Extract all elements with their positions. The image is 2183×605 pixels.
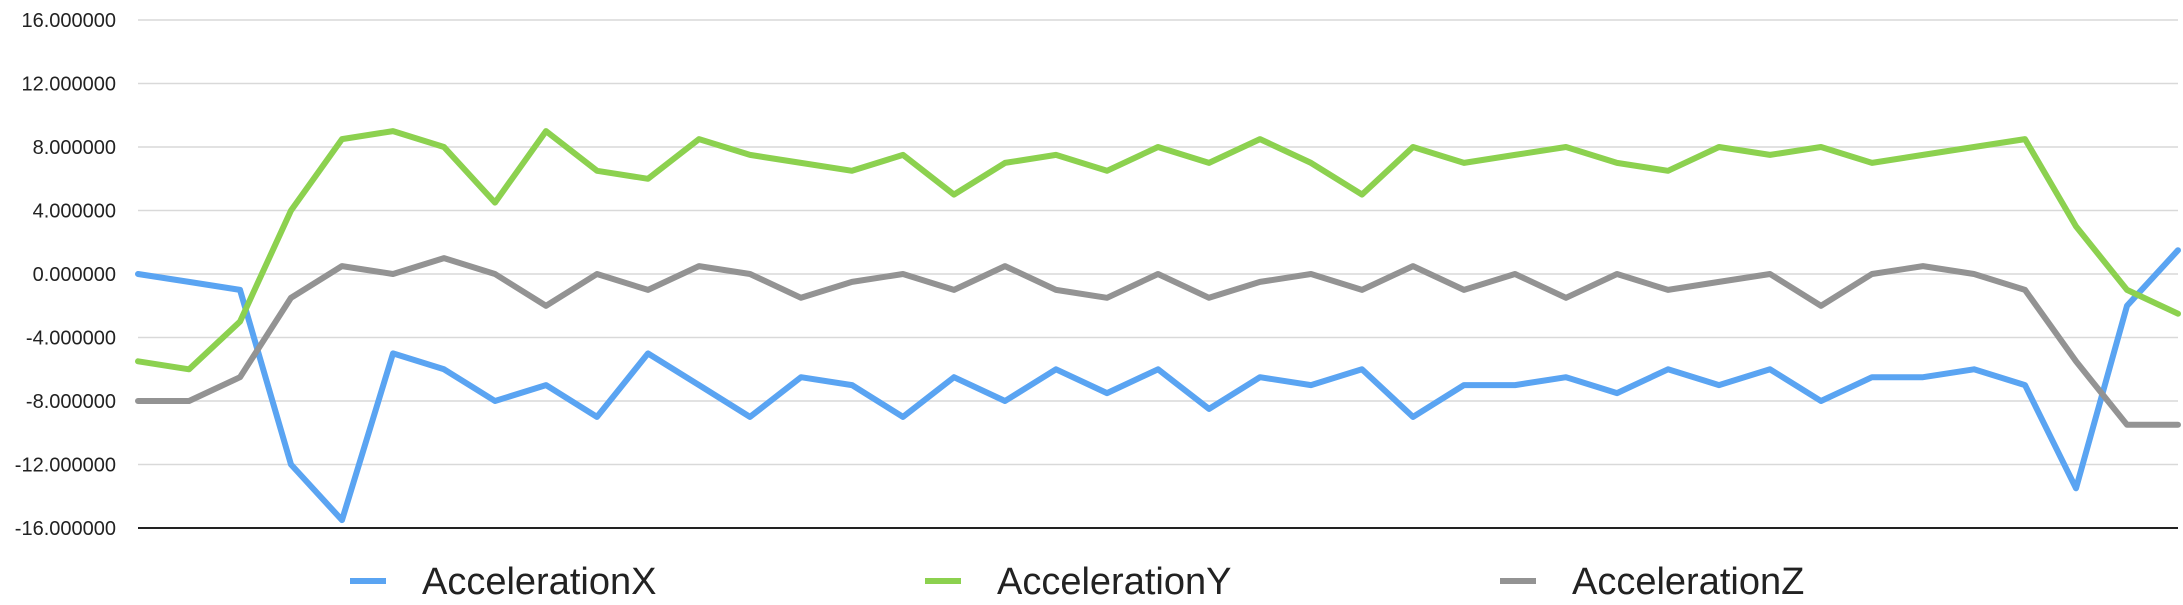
legend-label: AccelerationX bbox=[422, 561, 656, 600]
y-tick-label: -8.000000 bbox=[26, 391, 116, 413]
y-tick-label: 0.000000 bbox=[33, 264, 116, 286]
legend: AccelerationX AccelerationY AccelerationZ bbox=[350, 561, 1804, 603]
y-tick-label: -16.000000 bbox=[15, 518, 116, 540]
y-tick-label: 4.000000 bbox=[33, 201, 116, 223]
y-tick-label: -12.000000 bbox=[15, 455, 116, 477]
series-line-accelerationx bbox=[135, 247, 2181, 524]
gridlines bbox=[138, 19, 2178, 466]
legend-label: AccelerationY bbox=[997, 561, 1231, 600]
series-line-accelerationz bbox=[135, 255, 2181, 428]
legend-label: AccelerationZ bbox=[1572, 561, 1804, 600]
series-lines bbox=[135, 128, 2181, 524]
y-axis-tick-labels: 16.000000 12.000000 8.000000 4.000000 0.0000… bbox=[15, 10, 116, 540]
y-tick-label: 16.000000 bbox=[21, 10, 116, 32]
y-tick-label: 8.000000 bbox=[33, 137, 116, 159]
y-tick-label: -4.000000 bbox=[26, 328, 116, 350]
series-line-accelerationy bbox=[135, 128, 2181, 373]
y-tick-label: 12.000000 bbox=[21, 74, 116, 96]
